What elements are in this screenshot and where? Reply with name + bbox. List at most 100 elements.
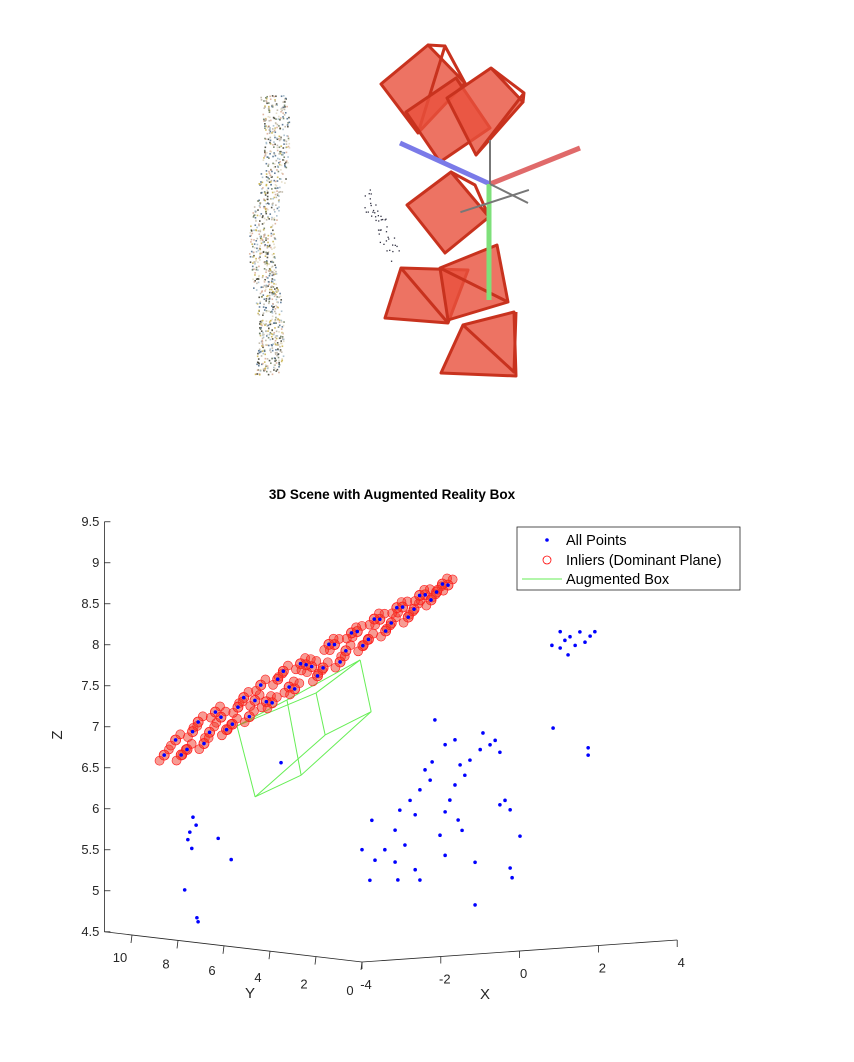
legend[interactable]: All Points Inliers (Dominant Plane) Augm…: [516, 526, 741, 591]
cloud-point: [258, 257, 260, 260]
cloud-point: [258, 205, 261, 207]
cloud-point: [263, 349, 266, 352]
cloud-point: [267, 138, 270, 141]
cloud-point: [257, 200, 260, 202]
sparse-point: [367, 211, 369, 213]
cloud-point: [251, 232, 254, 235]
data-point: [398, 808, 402, 812]
cloud-point: [267, 163, 270, 166]
cloud-point: [280, 169, 282, 171]
cloud-point: [271, 259, 273, 262]
cloud-point: [255, 278, 258, 280]
cloud-point: [265, 202, 268, 205]
y-tick-label: 6: [208, 963, 215, 978]
data-point: [586, 745, 590, 750]
cloud-point: [268, 181, 271, 183]
z-tick-label: 7.5: [81, 678, 99, 693]
y-tick-label: 8: [162, 957, 169, 972]
cloud-point: [269, 269, 272, 272]
inlier-marker: [183, 732, 193, 743]
cloud-point: [281, 154, 284, 156]
box-edge: [324, 711, 372, 736]
data-point: [182, 888, 187, 892]
data-point: [279, 760, 283, 765]
cloud-point: [278, 146, 281, 149]
data-point: [241, 695, 246, 700]
cloud-point: [275, 304, 277, 307]
cloud-point: [279, 117, 282, 119]
cloud-point: [267, 238, 269, 240]
cloud-point: [279, 161, 281, 163]
cloud-point: [277, 356, 280, 359]
cloud-point: [252, 216, 255, 218]
cloud-point: [271, 305, 273, 307]
cloud-point: [257, 281, 260, 284]
cloud-point: [279, 136, 282, 138]
x-tick-label: 2: [599, 961, 606, 976]
cloud-point: [272, 116, 275, 119]
cloud-point: [263, 261, 265, 264]
data-point: [558, 646, 562, 650]
chart-title: 3D Scene with Augmented Reality Box: [269, 487, 516, 502]
data-point: [196, 720, 200, 724]
cloud-point: [282, 338, 285, 341]
data-point: [191, 815, 195, 819]
cloud-point: [263, 155, 266, 158]
cloud-point: [273, 357, 276, 359]
cloud-point: [271, 95, 274, 97]
cloud-point: [265, 97, 268, 100]
cloud-point: [263, 217, 266, 220]
box-edge: [254, 774, 302, 798]
cloud-point: [274, 238, 277, 241]
cloud-point: [254, 280, 256, 282]
cloud-point: [278, 319, 281, 321]
cloud-point: [273, 247, 275, 249]
cloud-point: [264, 286, 267, 289]
cloud-point: [265, 142, 268, 145]
cloud-point: [272, 240, 274, 243]
legend-circle-icon: [542, 555, 552, 565]
cloud-point: [267, 176, 269, 179]
cloud-point: [277, 290, 280, 292]
cloud-point: [260, 326, 262, 329]
cloud-point: [261, 324, 263, 327]
cloud-point: [273, 305, 275, 308]
data-point: [389, 621, 394, 625]
cloud-point: [271, 290, 274, 293]
cloud-point: [264, 154, 267, 156]
x-tick-label: -4: [360, 977, 372, 992]
cloud-point: [285, 140, 288, 143]
cloud-point: [273, 196, 276, 199]
inlier-marker: [322, 657, 333, 668]
data-point: [446, 583, 450, 587]
cloud-point: [265, 261, 268, 264]
cloud-point: [259, 292, 262, 295]
cloud-point: [279, 337, 281, 339]
cloud-point: [258, 223, 260, 226]
cloud-point: [261, 345, 263, 347]
cloud-point: [276, 109, 279, 112]
cloud-point: [274, 257, 276, 259]
cloud-point: [265, 271, 267, 274]
cloud-point: [266, 325, 269, 327]
sparse-point: [390, 260, 393, 262]
cloud-point: [260, 183, 262, 186]
cloud-point: [286, 117, 289, 120]
cloud-point: [270, 288, 273, 291]
cloud-point: [282, 128, 284, 131]
cloud-point: [288, 142, 291, 145]
sparse-point: [365, 211, 368, 213]
cloud-point: [249, 235, 251, 238]
cloud-point: [276, 301, 278, 304]
cloud-point: [250, 229, 253, 231]
cloud-point: [285, 166, 288, 169]
cloud-point: [273, 191, 276, 193]
cloud-point: [265, 129, 267, 131]
sparse-point: [385, 240, 388, 242]
cloud-point: [276, 194, 279, 197]
cloud-point: [258, 274, 260, 277]
cloud-point: [273, 236, 276, 239]
cloud-point: [273, 322, 275, 324]
cloud-point: [269, 331, 272, 334]
